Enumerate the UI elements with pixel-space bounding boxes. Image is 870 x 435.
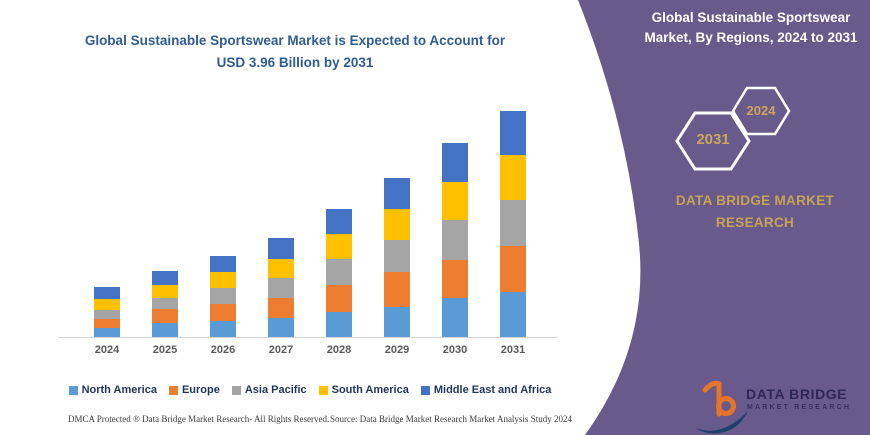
logo-name: DATA BRIDGE xyxy=(746,386,848,402)
bar-segment-south-america xyxy=(384,209,410,241)
legend-label: Asia Pacific xyxy=(244,384,307,396)
legend-swatch xyxy=(68,385,78,395)
x-tick-2028: 2028 xyxy=(326,344,352,356)
x-tick-2025: 2025 xyxy=(152,344,178,356)
stacked-bar xyxy=(94,286,120,337)
x-tick-2024: 2024 xyxy=(94,344,120,356)
x-tick-2026: 2026 xyxy=(210,344,236,356)
legend-label: Middle East and Africa xyxy=(433,384,552,396)
bar-segment-middle-east-and-africa xyxy=(384,177,410,210)
bar-segment-north-america xyxy=(210,321,236,337)
bar-segment-asia-pacific xyxy=(326,258,352,286)
bar-2028 xyxy=(310,97,368,337)
x-tick-2030: 2030 xyxy=(442,344,468,356)
legend-swatch xyxy=(420,385,430,395)
bar-segment-europe xyxy=(442,259,468,299)
bar-segment-asia-pacific xyxy=(94,309,120,319)
source-note: Source: Data Bridge Market Research Mark… xyxy=(330,414,572,424)
bar-2025 xyxy=(136,97,194,337)
bar-segment-north-america xyxy=(384,306,410,337)
stacked-bar xyxy=(152,271,178,337)
bar-segment-south-america xyxy=(94,299,120,310)
bar-segment-asia-pacific xyxy=(268,278,294,298)
legend: North America Europe Asia Pacific South Ame… xyxy=(20,384,600,396)
bar-segment-south-america xyxy=(210,272,236,288)
bar-segment-south-america xyxy=(268,258,294,279)
bar-segment-middle-east-and-africa xyxy=(210,256,236,273)
bar-segment-middle-east-and-africa xyxy=(268,238,294,259)
bar-2024 xyxy=(78,97,136,337)
legend-label: North America xyxy=(81,384,157,396)
legend-swatch xyxy=(168,385,178,395)
bar-segment-europe xyxy=(210,304,236,321)
bar-segment-europe xyxy=(94,318,120,328)
bar-segment-europe xyxy=(500,246,526,293)
bar-segment-europe xyxy=(268,297,294,318)
stacked-bar xyxy=(268,238,294,337)
legend-item-asia-pacific: Asia Pacific xyxy=(231,384,307,396)
hexagon-2024-label: 2024 xyxy=(746,103,776,118)
dmca-notice: DMCA Protected ® Data Bridge Market Rese… xyxy=(68,414,330,424)
stacked-bar xyxy=(442,142,468,337)
legend-label: Europe xyxy=(181,384,220,396)
x-tick-2029: 2029 xyxy=(384,344,410,356)
legend-item-north-america: North America xyxy=(68,384,157,396)
bar-segment-south-america xyxy=(500,154,526,200)
bar-2030 xyxy=(426,97,484,337)
bar-2027 xyxy=(252,97,310,337)
stacked-bar xyxy=(210,256,236,337)
hexagon-2031-label: 2031 xyxy=(696,131,730,148)
legend-label: South America xyxy=(331,384,409,396)
x-tick-2027: 2027 xyxy=(268,344,294,356)
bar-segment-europe xyxy=(326,285,352,312)
stacked-bar xyxy=(384,177,410,337)
legend-item-europe: Europe xyxy=(168,384,220,396)
bar-segment-south-america xyxy=(442,182,468,220)
hexagon-2024-outline xyxy=(731,86,791,136)
logo-subname: MARKET RESEARCH xyxy=(747,404,852,411)
bar-segment-south-america xyxy=(326,233,352,259)
x-axis-line xyxy=(58,337,558,338)
hexagon-2031-outline xyxy=(675,111,751,171)
bar-segment-asia-pacific xyxy=(500,199,526,247)
plot-area xyxy=(78,97,542,337)
bar-segment-asia-pacific xyxy=(442,219,468,260)
bar-segment-asia-pacific xyxy=(152,297,178,310)
bar-2026 xyxy=(194,97,252,337)
bar-segment-middle-east-and-africa xyxy=(326,208,352,234)
bar-segment-europe xyxy=(152,309,178,323)
legend-swatch xyxy=(231,385,241,395)
panel-title: Global Sustainable Sportswear Market, By… xyxy=(644,10,858,46)
x-tick-2031: 2031 xyxy=(500,344,526,356)
bar-segment-asia-pacific xyxy=(384,240,410,273)
bar-segment-middle-east-and-africa xyxy=(500,110,526,155)
bar-segment-asia-pacific xyxy=(210,287,236,305)
dbmr-logo-mark xyxy=(696,380,748,434)
stacked-bar xyxy=(500,110,526,337)
legend-item-middle-east-and-africa: Middle East and Africa xyxy=(420,384,552,396)
bar-segment-north-america xyxy=(268,317,294,337)
purple-panel xyxy=(578,0,870,435)
legend-swatch xyxy=(318,385,328,395)
bar-segment-south-america xyxy=(152,284,178,298)
bar-segment-middle-east-and-africa xyxy=(442,142,468,183)
bar-segment-middle-east-and-africa xyxy=(94,286,120,300)
chart-title: Global Sustainable Sportswear Market is … xyxy=(84,33,506,70)
bar-segment-middle-east-and-africa xyxy=(152,271,178,285)
stacked-bar xyxy=(326,208,352,337)
bar-segment-north-america xyxy=(94,327,120,337)
bar-segment-north-america xyxy=(152,322,178,337)
bar-segment-north-america xyxy=(442,298,468,337)
brand-wordmark: DATA BRIDGE MARKET RESEARCH xyxy=(675,193,835,231)
legend-item-south-america: South America xyxy=(318,384,409,396)
bar-2031 xyxy=(484,97,542,337)
bar-2029 xyxy=(368,97,426,337)
bar-segment-europe xyxy=(384,272,410,307)
x-axis-labels: 2024 2025 2026 2027 2028 2029 2030 2031 xyxy=(78,344,542,356)
bar-segment-north-america xyxy=(326,311,352,337)
bar-segment-north-america xyxy=(500,292,526,337)
